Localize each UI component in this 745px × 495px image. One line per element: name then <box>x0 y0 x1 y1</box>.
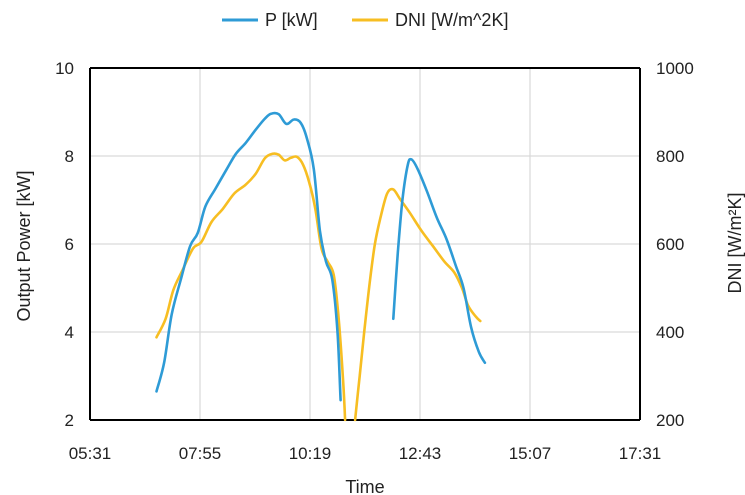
legend-label-dni: DNI [W/m^2K] <box>395 10 508 30</box>
y2-tick-label: 400 <box>656 323 684 342</box>
series-line-dni <box>353 187 482 422</box>
tick-labels: 2 4 6 8 10 200 400 600 800 1000 05:31 07:55 10:19 12:… <box>55 59 694 463</box>
x-tick-label: 12:43 <box>399 444 442 463</box>
series-lines <box>155 111 487 422</box>
grid-lines <box>90 68 640 420</box>
x-tick-label: 05:31 <box>69 444 112 463</box>
x-tick-label: 17:31 <box>619 444 662 463</box>
y-tick-label: 6 <box>65 235 74 254</box>
x-tick-label: 07:55 <box>179 444 222 463</box>
y2-tick-label: 800 <box>656 147 684 166</box>
y-tick-label: 10 <box>55 59 74 78</box>
plot-area <box>89 67 641 421</box>
legend-label-p: P [kW] <box>265 10 318 30</box>
series-line-p <box>155 111 342 402</box>
y2-tick-label: 600 <box>656 235 684 254</box>
y-tick-label: 4 <box>65 323 74 342</box>
y-tick-label: 2 <box>65 411 74 430</box>
x-axis-title: Time <box>345 477 384 495</box>
y2-tick-label: 200 <box>656 411 684 430</box>
series-line-p <box>392 157 487 365</box>
y2-axis-title: DNI [W/m²K] <box>725 193 745 294</box>
y2-tick-label: 1000 <box>656 59 694 78</box>
x-tick-label: 10:19 <box>289 444 332 463</box>
y-tick-label: 8 <box>65 147 74 166</box>
x-tick-label: 15:07 <box>509 444 552 463</box>
legend: P [kW] DNI [W/m^2K] <box>222 10 508 30</box>
y-axis-title: Output Power [kW] <box>14 170 34 321</box>
